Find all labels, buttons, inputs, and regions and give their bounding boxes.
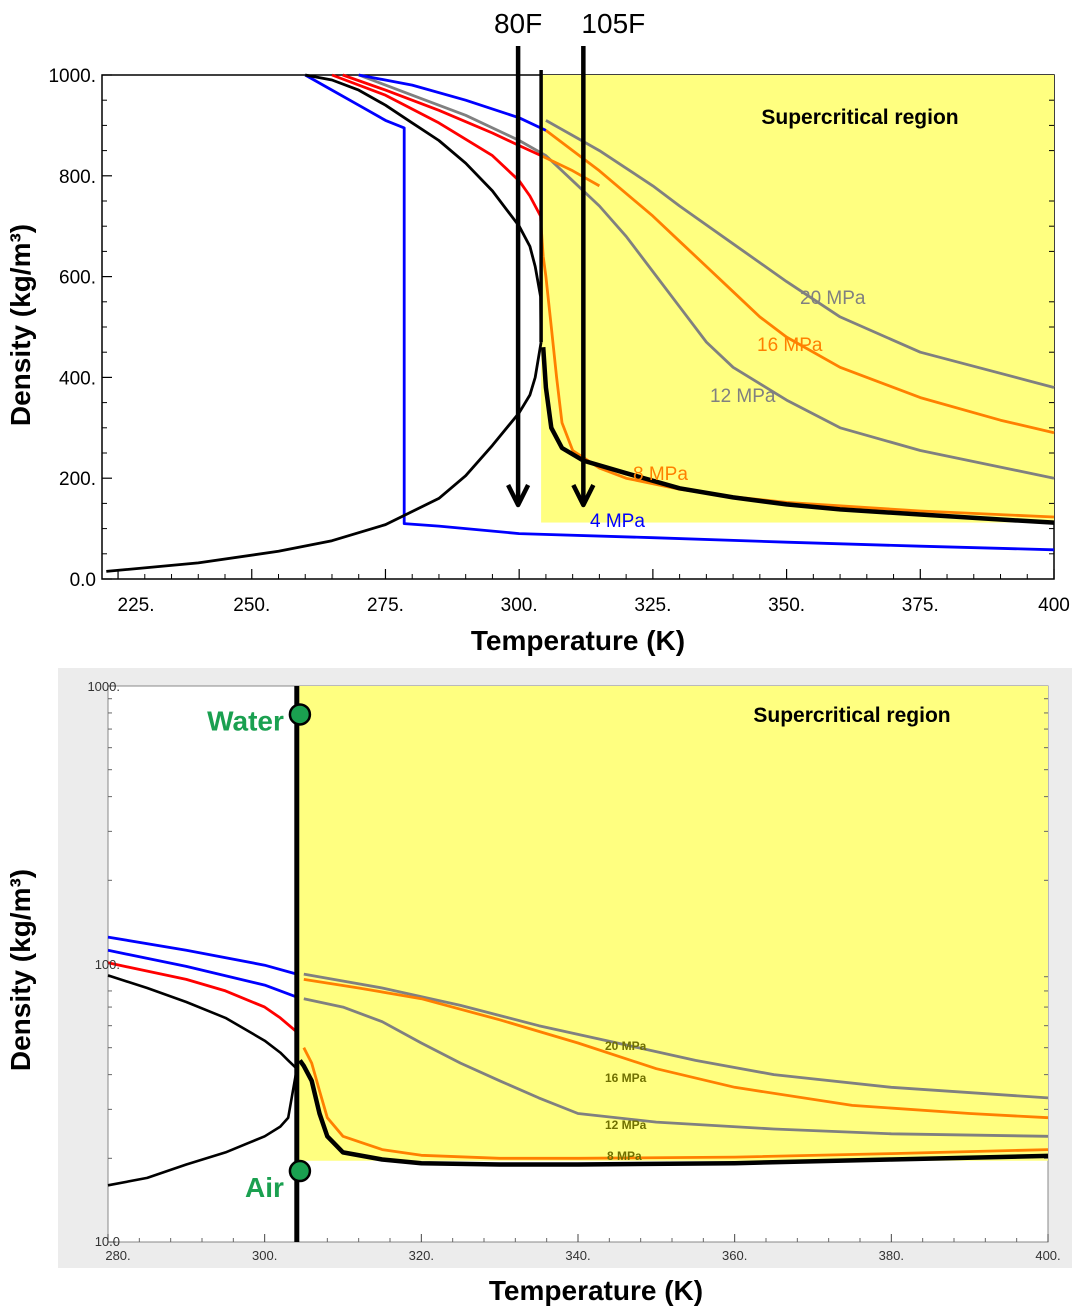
top-series-line-unnamed-8 bbox=[540, 154, 601, 188]
top-series-label: 12 MPa bbox=[710, 386, 776, 407]
top-series-labels: 4 MPa 8 MPa 12 MPa 16 MPa 20 MPa bbox=[590, 288, 866, 532]
bottom-series-labels: 20 MPa 16 MPa 12 MPa 8 MPa bbox=[605, 1039, 647, 1163]
top-y-ticks: 0.0 200. 400. 600. 800. 1000. bbox=[48, 66, 96, 591]
top-arrow-label: 105F bbox=[581, 8, 645, 39]
bottom-gridlines bbox=[107, 685, 1049, 1243]
bottom-series-line-16-mpa bbox=[303, 978, 1049, 1120]
top-series-line-unnamed-6 bbox=[342, 73, 542, 157]
bottom-series-line-unnamed-6 bbox=[107, 961, 298, 1033]
bottom-x-tick-label: 360. bbox=[722, 1248, 747, 1263]
top-x-tick-label: 350. bbox=[768, 595, 805, 616]
top-y-tick-label: 0.0 bbox=[70, 570, 96, 591]
bottom-series-label: 12 MPa bbox=[605, 1118, 647, 1132]
top-gridlines bbox=[102, 74, 1055, 580]
water-point bbox=[288, 703, 312, 726]
top-x-tick-label: 375. bbox=[902, 595, 939, 616]
water-point-label: Water bbox=[207, 705, 284, 736]
top-x-axis-title: Temperature (K) bbox=[471, 625, 685, 656]
bottom-series-lines bbox=[107, 686, 1049, 1242]
top-arrow-label: 80F bbox=[494, 8, 542, 39]
top-y-axis-title: Density (kg/m³) bbox=[5, 224, 36, 426]
top-x-tick-label: 300. bbox=[501, 595, 538, 616]
top-y-tick-label: 1000. bbox=[48, 66, 96, 87]
top-saturation-vapor-line bbox=[106, 341, 543, 573]
top-series-line-12-mpa bbox=[358, 73, 1055, 480]
top-series-line-4-mpa bbox=[304, 73, 1055, 552]
bottom-chart: 280. 300. 320. 340. 360. 380. 400. 10.0 100. 100… bbox=[5, 668, 1072, 1308]
top-series-line-unnamed-7 bbox=[331, 73, 543, 227]
bottom-supercritical-region bbox=[296, 686, 1048, 1161]
bottom-critical-isobar-line bbox=[298, 1059, 1049, 1167]
top-series-label: 16 MPa bbox=[757, 335, 823, 356]
top-chart: 225. 250. 275. 300. 325. 350. 375. 400 0.0 200. 4… bbox=[5, 8, 1070, 656]
top-arrow-head bbox=[571, 483, 596, 508]
bottom-region-label: Supercritical region bbox=[753, 704, 950, 727]
bottom-phase-points: Water Air bbox=[207, 703, 312, 1203]
bottom-x-tick-label: 280. bbox=[105, 1248, 130, 1263]
top-x-tick-label: 325. bbox=[634, 595, 671, 616]
bottom-x-tick-label: 300. bbox=[252, 1248, 277, 1263]
top-series-line-unnamed-5 bbox=[358, 73, 547, 132]
bottom-x-axis-title: Temperature (K) bbox=[489, 1275, 703, 1306]
bottom-x-tick-label: 320. bbox=[409, 1248, 434, 1263]
top-y-tick-label: 600. bbox=[59, 268, 96, 289]
top-arrows: 80F 105F bbox=[494, 8, 645, 508]
bottom-series-line-8-mpa bbox=[302, 1047, 1049, 1160]
top-x-tick-label: 275. bbox=[367, 595, 404, 616]
bottom-x-tick-label: 380. bbox=[879, 1248, 904, 1263]
bottom-series-line-12-mpa bbox=[303, 997, 1049, 1138]
top-critical-isobar-line bbox=[540, 347, 1055, 525]
bottom-series-label: 20 MPa bbox=[605, 1039, 647, 1053]
bottom-y-tick-label: 1000. bbox=[87, 679, 120, 694]
bottom-series-line-unnamed-4 bbox=[107, 935, 298, 976]
bottom-x-ticks: 280. 300. 320. 340. 360. 380. 400. bbox=[105, 1248, 1060, 1263]
bottom-y-axis-title: Density (kg/m³) bbox=[5, 869, 36, 1071]
bottom-x-title-backdrop bbox=[455, 1268, 725, 1308]
top-y-tick-label: 800. bbox=[59, 167, 96, 188]
bottom-series-line-unnamed-5 bbox=[107, 948, 298, 999]
top-x-tick-label: 250. bbox=[233, 595, 270, 616]
bottom-series-label: 16 MPa bbox=[605, 1071, 647, 1085]
bottom-x-tick-label: 340. bbox=[565, 1248, 590, 1263]
top-y-tick-label: 400. bbox=[59, 368, 96, 389]
bottom-y-ticks: 10.0 100. 1000. bbox=[87, 679, 120, 1249]
bottom-series-line-20-mpa bbox=[303, 972, 1049, 1100]
bottom-series-label: 8 MPa bbox=[607, 1149, 642, 1163]
bottom-y-tick-label: 10.0 bbox=[95, 1234, 120, 1249]
top-series-label: 8 MPa bbox=[633, 464, 688, 485]
top-x-ticks: 225. 250. 275. 300. 325. 350. 375. 400 bbox=[118, 595, 1070, 616]
top-x-tick-label: 225. bbox=[118, 595, 155, 616]
bottom-x-tick-label: 400. bbox=[1035, 1248, 1060, 1263]
top-supercritical-region bbox=[541, 75, 1054, 523]
top-series-line-16-mpa bbox=[545, 129, 1055, 435]
top-region-label: Supercritical region bbox=[761, 106, 958, 129]
top-series-lines bbox=[106, 70, 1055, 573]
top-y-tick-label: 200. bbox=[59, 469, 96, 490]
air-point bbox=[288, 1159, 312, 1183]
top-arrow-head bbox=[506, 483, 531, 508]
top-x-tick-label: 400 bbox=[1038, 595, 1070, 616]
top-saturation-liquid-line bbox=[304, 73, 543, 343]
top-series-line-20-mpa bbox=[545, 119, 1055, 389]
bottom-saturation-vapor-line bbox=[107, 1068, 299, 1187]
top-series-label: 4 MPa bbox=[590, 511, 645, 532]
top-series-label: 20 MPa bbox=[800, 288, 866, 309]
bottom-saturation-liquid-line bbox=[107, 974, 298, 1070]
bottom-y-tick-label: 100. bbox=[95, 957, 120, 972]
air-point-label: Air bbox=[245, 1172, 284, 1203]
